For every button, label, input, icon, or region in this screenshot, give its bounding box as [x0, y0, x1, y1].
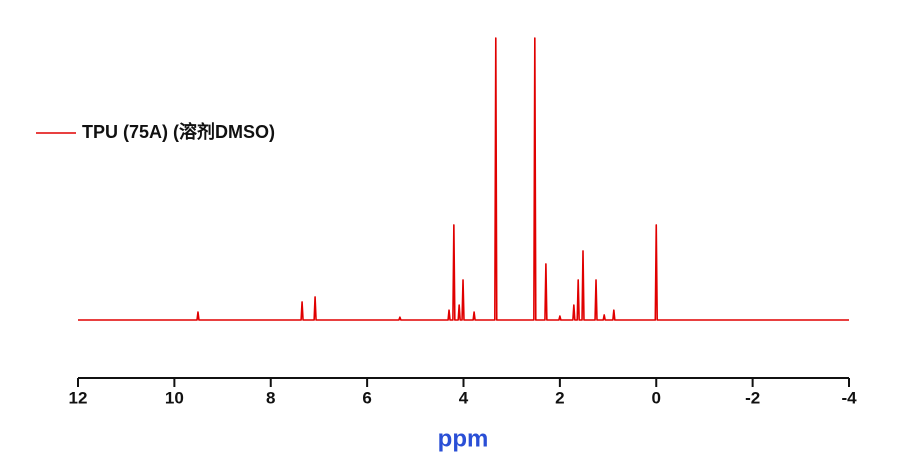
- x-tick-label: -4: [841, 388, 857, 407]
- spectrum-line: [78, 37, 849, 321]
- legend-label: TPU (75A) (溶剂DMSO): [82, 121, 275, 142]
- x-tick-label: 10: [165, 388, 184, 407]
- x-tick-label: 2: [555, 388, 564, 407]
- x-tick-label: 12: [69, 388, 88, 407]
- x-tick-label: 8: [266, 388, 275, 407]
- x-tick-label: -2: [745, 388, 760, 407]
- x-tick-label: 0: [652, 388, 661, 407]
- x-axis-label: ppm: [438, 425, 489, 452]
- x-tick-label: 6: [362, 388, 371, 407]
- x-tick-label: 4: [459, 388, 469, 407]
